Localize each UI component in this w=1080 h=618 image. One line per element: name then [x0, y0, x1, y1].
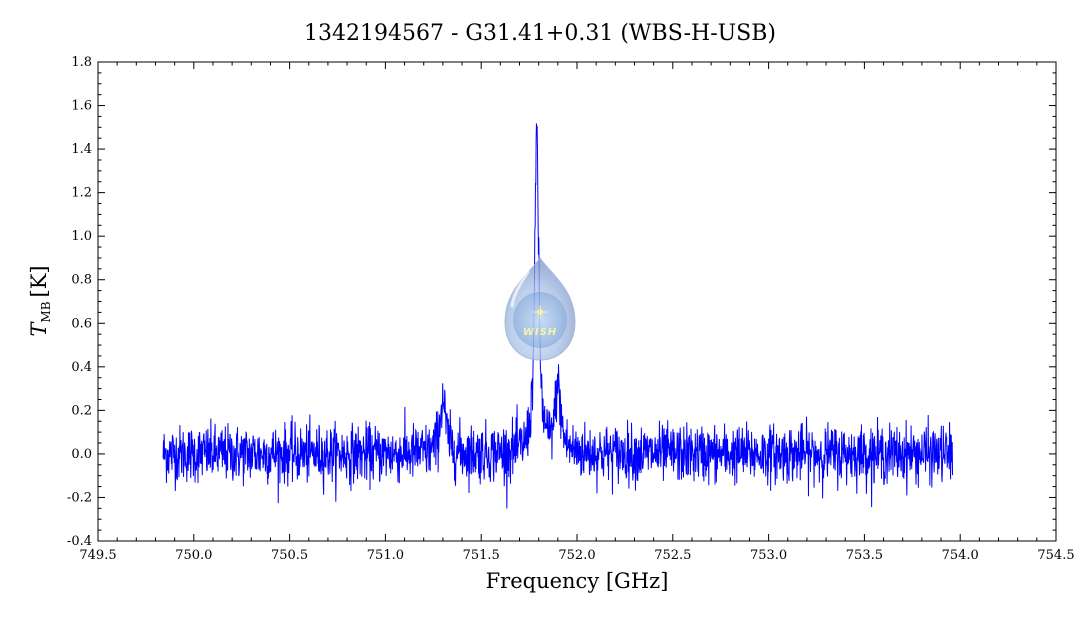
- y-tick-label: 1.2: [71, 186, 92, 201]
- x-tick-label: 751.5: [463, 548, 500, 563]
- x-tick-label: 752.0: [558, 548, 595, 563]
- y-tick-label: 1.8: [71, 55, 92, 70]
- y-tick-label: 1.6: [71, 99, 92, 114]
- y-axis-label-main: T: [27, 321, 51, 337]
- y-tick-label: 1.4: [71, 142, 92, 157]
- x-tick-label: 752.5: [654, 548, 691, 563]
- y-tick-label: 0.0: [71, 447, 92, 462]
- y-tick-label: 0.4: [71, 360, 92, 375]
- plot-frame: [97, 61, 1057, 542]
- watermark-text: WISH: [523, 327, 557, 338]
- spectrum-series-line: [162, 123, 954, 509]
- y-axis-label-unit: [K]: [27, 265, 51, 297]
- y-axis-label-sub: MB: [39, 301, 53, 322]
- x-tick-label: 750.5: [271, 548, 308, 563]
- wish-drop-logo: WISH: [504, 257, 576, 361]
- y-axis-label: TMB [K]: [27, 265, 53, 336]
- x-tick-label: 751.0: [367, 548, 404, 563]
- axis-ticks: 749.5 750.0 750.5 751.0 751.5 752.0 752.5 753.0…: [67, 55, 1075, 563]
- svg-text:TMB[K]: TMB [K]: [27, 265, 53, 336]
- chart-title: 1342194567 - G31.41+0.31 (WBS-H-USB): [304, 21, 776, 46]
- x-tick-label: 754.0: [942, 548, 979, 563]
- x-axis-label: Frequency [GHz]: [486, 569, 669, 593]
- y-tick-label: 0.8: [71, 273, 92, 288]
- x-tick-label: 754.5: [1037, 548, 1074, 563]
- y-tick-label: -0.2: [67, 490, 92, 505]
- y-tick-label: 0.6: [71, 316, 92, 331]
- star-icon: [533, 305, 547, 319]
- x-tick-label: 749.5: [79, 548, 116, 563]
- y-tick-label: 1.0: [71, 229, 92, 244]
- y-tick-label: 0.2: [71, 403, 92, 418]
- x-tick-label: 753.5: [846, 548, 883, 563]
- y-tick-label: -0.4: [67, 534, 92, 549]
- x-tick-label: 750.0: [175, 548, 212, 563]
- x-tick-label: 753.0: [750, 548, 787, 563]
